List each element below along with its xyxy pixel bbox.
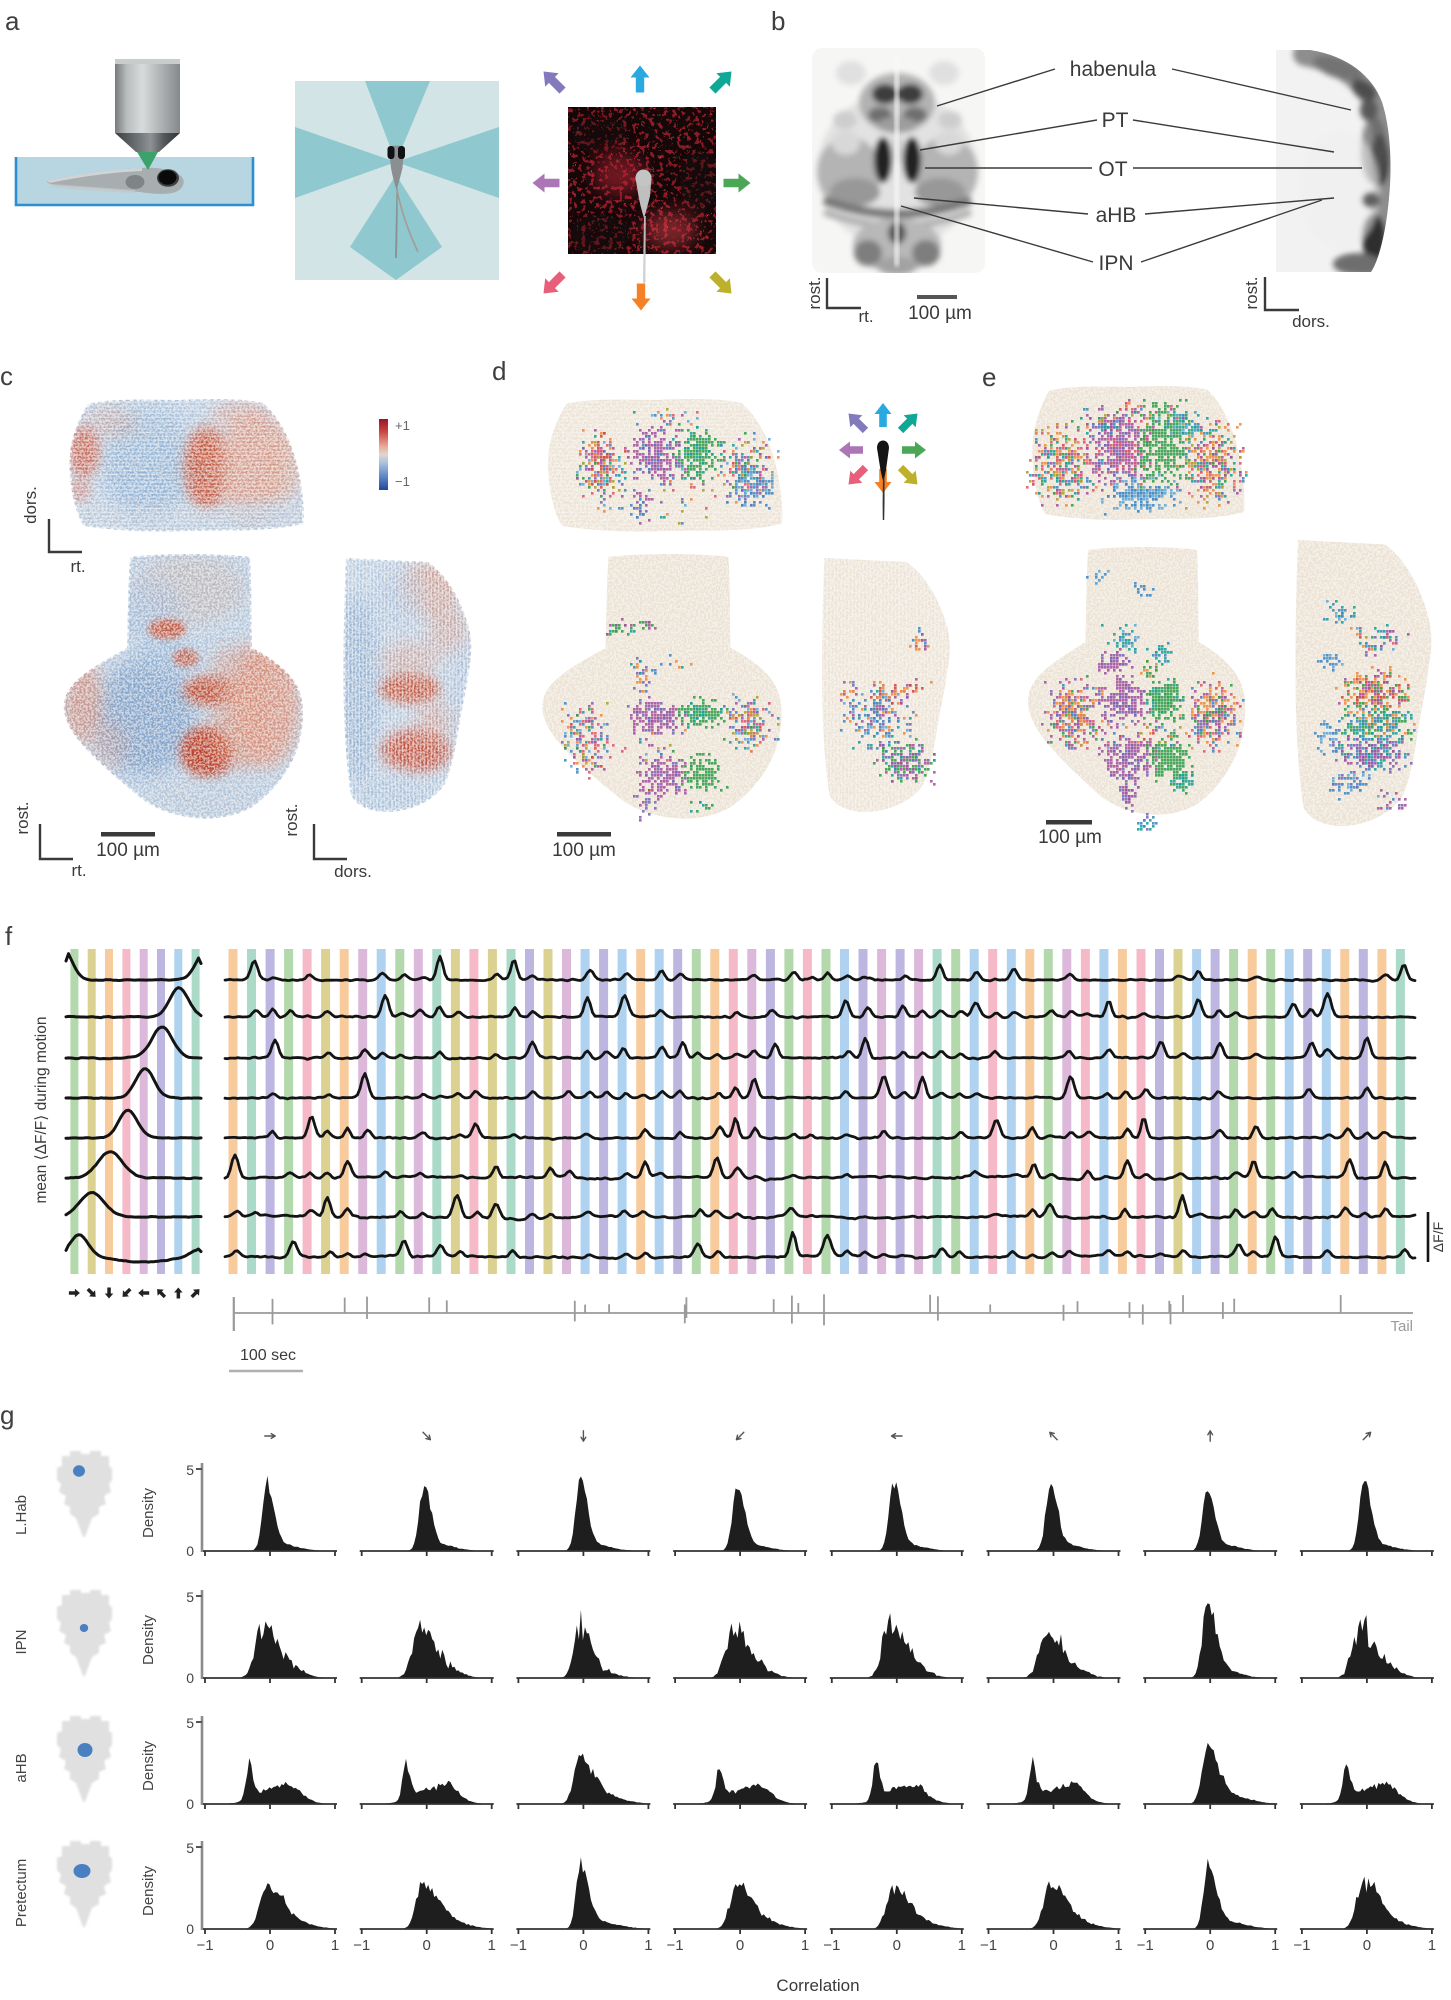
svg-text:1: 1 xyxy=(1428,1937,1436,1954)
svg-text:1: 1 xyxy=(801,1937,809,1954)
svg-text:Tail: Tail xyxy=(1390,1318,1413,1335)
svg-text:100 sec: 100 sec xyxy=(240,1347,296,1364)
svg-text:1: 1 xyxy=(1271,1937,1279,1954)
svg-text:L.Hab: L.Hab xyxy=(13,1495,30,1535)
svg-text:0: 0 xyxy=(736,1937,744,1954)
svg-text:ΔF/F: ΔF/F xyxy=(1430,1222,1446,1252)
svg-text:1: 1 xyxy=(644,1937,652,1954)
svg-text:aHB: aHB xyxy=(13,1753,30,1782)
svg-text:0: 0 xyxy=(1363,1937,1371,1954)
svg-text:rost.: rost. xyxy=(282,803,301,836)
svg-text:aHB: aHB xyxy=(1096,204,1137,227)
svg-text:dors.: dors. xyxy=(21,486,40,524)
svg-text:c: c xyxy=(0,361,13,391)
svg-text:0: 0 xyxy=(186,1921,194,1937)
svg-text:0: 0 xyxy=(1049,1937,1057,1954)
svg-text:Density: Density xyxy=(140,1487,157,1538)
svg-text:IPN: IPN xyxy=(13,1629,30,1654)
svg-text:OT: OT xyxy=(1098,158,1127,181)
svg-text:g: g xyxy=(0,1400,14,1430)
svg-text:e: e xyxy=(982,362,996,392)
svg-text:0: 0 xyxy=(1206,1937,1214,1954)
svg-text:f: f xyxy=(5,921,13,951)
svg-text:rt.: rt. xyxy=(70,557,85,576)
svg-text:0: 0 xyxy=(186,1543,194,1559)
svg-text:−1: −1 xyxy=(353,1937,370,1954)
svg-text:Correlation: Correlation xyxy=(776,1976,859,1995)
svg-text:100 µm: 100 µm xyxy=(552,840,616,861)
svg-text:−1: −1 xyxy=(1137,1937,1154,1954)
svg-text:Density: Density xyxy=(140,1740,157,1791)
svg-text:b: b xyxy=(771,6,785,36)
svg-text:IPN: IPN xyxy=(1098,252,1133,275)
svg-text:−1: −1 xyxy=(510,1937,527,1954)
svg-text:100 µm: 100 µm xyxy=(96,840,160,861)
svg-text:PT: PT xyxy=(1102,109,1129,132)
svg-text:−1: −1 xyxy=(980,1937,997,1954)
svg-text:rost.: rost. xyxy=(1242,276,1261,309)
svg-text:1: 1 xyxy=(958,1937,966,1954)
svg-text:5: 5 xyxy=(186,1462,194,1478)
svg-text:0: 0 xyxy=(186,1796,194,1812)
svg-text:rt.: rt. xyxy=(858,307,873,326)
svg-text:−1: −1 xyxy=(395,474,410,489)
svg-text:rost.: rost. xyxy=(805,276,824,309)
svg-text:1: 1 xyxy=(1114,1937,1122,1954)
svg-text:0: 0 xyxy=(423,1937,431,1954)
svg-text:−1: −1 xyxy=(667,1937,684,1954)
svg-text:rost.: rost. xyxy=(13,801,32,834)
svg-text:0: 0 xyxy=(579,1937,587,1954)
svg-text:−1: −1 xyxy=(196,1937,213,1954)
svg-text:100 µm: 100 µm xyxy=(908,303,972,324)
svg-text:0: 0 xyxy=(186,1670,194,1686)
svg-text:5: 5 xyxy=(186,1840,194,1856)
svg-text:rt.: rt. xyxy=(71,861,86,880)
svg-text:5: 5 xyxy=(186,1589,194,1605)
svg-text:Density: Density xyxy=(140,1614,157,1665)
svg-text:mean ⟨ΔF/F⟩ during motion: mean ⟨ΔF/F⟩ during motion xyxy=(33,1017,50,1204)
svg-text:dors.: dors. xyxy=(334,862,372,881)
svg-text:1: 1 xyxy=(488,1937,496,1954)
svg-text:Density: Density xyxy=(140,1865,157,1916)
svg-text:0: 0 xyxy=(893,1937,901,1954)
svg-text:0: 0 xyxy=(266,1937,274,1954)
svg-text:a: a xyxy=(5,6,20,36)
svg-text:−1: −1 xyxy=(1293,1937,1310,1954)
svg-text:5: 5 xyxy=(186,1715,194,1731)
svg-text:100 µm: 100 µm xyxy=(1038,827,1102,848)
svg-text:habenula: habenula xyxy=(1070,58,1157,81)
svg-text:1: 1 xyxy=(331,1937,339,1954)
svg-text:dors.: dors. xyxy=(1292,312,1330,331)
svg-text:−1: −1 xyxy=(823,1937,840,1954)
svg-text:d: d xyxy=(492,356,506,386)
svg-text:+1: +1 xyxy=(395,418,410,433)
svg-text:Pretectum: Pretectum xyxy=(13,1859,30,1927)
